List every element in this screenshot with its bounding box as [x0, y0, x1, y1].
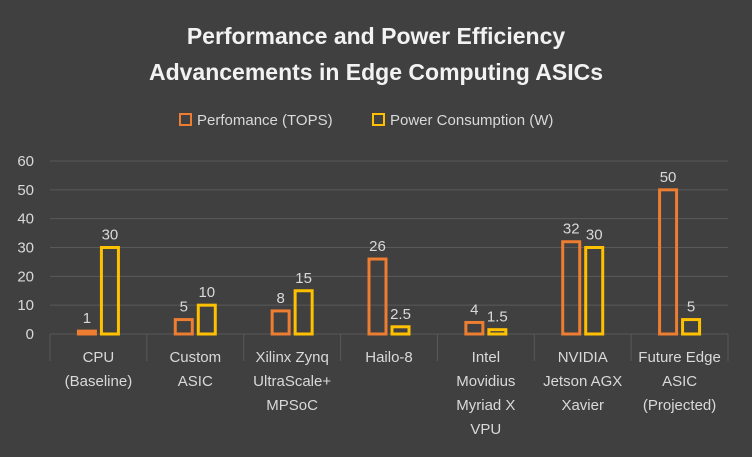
- y-tick-label: 30: [17, 240, 34, 257]
- data-label-series-1-cat-0: 30: [102, 227, 119, 244]
- x-tick-label: NVIDIA Jetson AGX Xavier: [543, 349, 622, 414]
- legend-label-power: Power Consumption (W): [390, 112, 553, 129]
- chart-title-line-1: Performance and Power Efficiency: [187, 23, 566, 49]
- x-tick-label-line: Movidius: [456, 373, 515, 390]
- data-label-series-1-cat-1: 10: [198, 284, 215, 301]
- x-tick-label-line: Myriad X: [456, 397, 515, 414]
- bar-series-1-cat-4: [487, 328, 508, 336]
- bar-series-0-cat-0: [76, 329, 97, 336]
- bar-series-0-cat-2: [270, 309, 291, 336]
- x-tick-label-line: Xavier: [561, 397, 604, 414]
- bar-series-0-cat-6: [658, 188, 679, 336]
- data-label-series-1-cat-5: 30: [586, 227, 603, 244]
- data-label-series-0-cat-6: 50: [660, 169, 677, 186]
- x-tick-label: Future Edge ASIC (Projected): [638, 349, 721, 414]
- bar-series-0-cat-5: [561, 240, 582, 336]
- x-axis: CPU (Baseline) Custom ASIC Xilinx Zynq UltraS…: [65, 349, 721, 438]
- x-tick-label-line: Custom: [169, 349, 221, 366]
- legend-label-performance: Perfomance (TOPS): [197, 112, 333, 129]
- x-tick-label-line: (Projected): [643, 397, 716, 414]
- data-label-series-1-cat-3: 2.5: [390, 306, 411, 323]
- x-tick-label-line: CPU: [83, 349, 115, 366]
- x-tick-label: Custom ASIC: [169, 349, 221, 390]
- x-tick-label-line: Hailo-8: [365, 349, 413, 366]
- x-tick-label-line: Future Edge: [638, 349, 721, 366]
- bar-series-1-cat-2: [293, 289, 314, 336]
- y-tick-label: 20: [17, 268, 34, 285]
- data-label-series-0-cat-4: 4: [470, 301, 478, 318]
- legend-swatch-performance: [179, 113, 192, 126]
- data-label-series-1-cat-4: 1.5: [487, 309, 508, 326]
- x-tick-label: Hailo-8: [365, 349, 413, 366]
- legend-swatch-power: [372, 113, 385, 126]
- data-label-series-0-cat-5: 32: [563, 221, 580, 238]
- bar-series-1-cat-3: [390, 325, 411, 336]
- x-tick-label-line: MPSoC: [266, 397, 318, 414]
- bar-series-0-cat-4: [464, 320, 485, 336]
- bar-series-0-cat-1: [173, 318, 194, 336]
- data-label-series-0-cat-2: 8: [276, 290, 284, 307]
- x-tick-label: Intel Movidius Myriad X VPU: [456, 349, 515, 438]
- gridlines: [49, 160, 729, 361]
- x-tick-label-line: (Baseline): [65, 373, 133, 390]
- data-label-series-1-cat-6: 5: [687, 299, 695, 316]
- y-tick-label: 40: [17, 211, 34, 228]
- x-tick-label-line: UltraScale+: [253, 373, 331, 390]
- x-tick-label-line: VPU: [470, 421, 501, 438]
- bar-series-1-cat-0: [99, 246, 120, 336]
- x-tick-label-line: ASIC: [178, 373, 213, 390]
- legend: Perfomance (TOPS) Power Consumption (W): [179, 112, 553, 129]
- x-tick-label: CPU (Baseline): [65, 349, 133, 390]
- bar-series-1-cat-5: [584, 246, 605, 336]
- data-label-series-0-cat-0: 1: [83, 310, 91, 327]
- x-tick-label-line: Intel: [472, 349, 500, 366]
- y-tick-label: 10: [17, 297, 34, 314]
- data-label-series-0-cat-3: 26: [369, 238, 386, 255]
- y-tick-label: 60: [17, 153, 34, 170]
- bar-series-1-cat-1: [196, 303, 217, 336]
- chart-title-line-2: Advancements in Edge Computing ASICs: [149, 59, 603, 85]
- y-tick-label: 50: [17, 182, 34, 199]
- x-tick-label-line: Xilinx Zynq: [255, 349, 328, 366]
- bar-series-1-cat-6: [681, 318, 702, 336]
- y-tick-label: 0: [26, 326, 34, 343]
- x-tick-label: Xilinx Zynq UltraScale+ MPSoC: [253, 349, 331, 414]
- bar-series-0-cat-3: [367, 257, 388, 336]
- y-axis: 0 10 20 30 40 50 60: [17, 153, 34, 343]
- x-tick-label-line: Jetson AGX: [543, 373, 622, 390]
- x-tick-label-line: ASIC: [662, 373, 697, 390]
- x-tick-label-line: NVIDIA: [558, 349, 608, 366]
- data-label-series-0-cat-1: 5: [180, 299, 188, 316]
- data-label-series-1-cat-2: 15: [295, 270, 312, 287]
